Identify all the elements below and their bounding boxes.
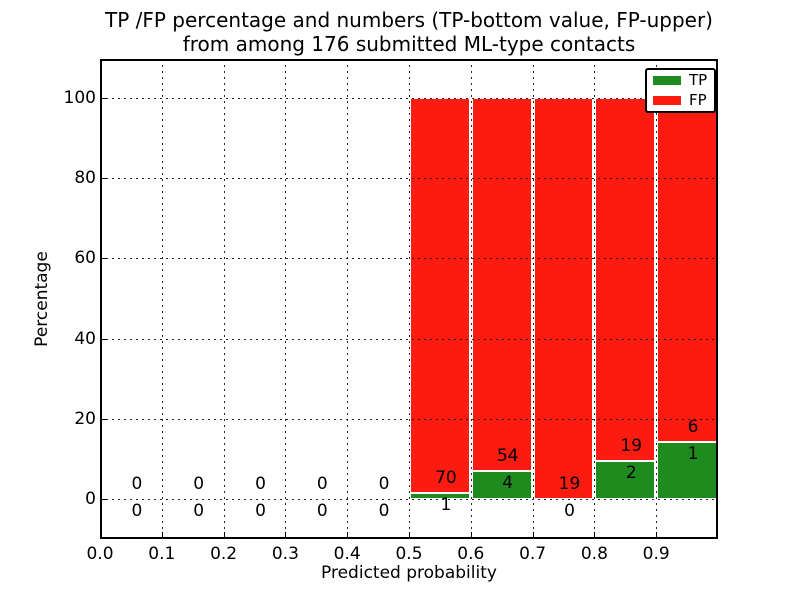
y-tick-mark	[102, 258, 107, 260]
y-tick-mark	[102, 98, 107, 99]
v-gridline	[532, 59, 534, 539]
v-gridline	[285, 59, 287, 539]
y-tick-label: 40	[74, 328, 96, 349]
fp-count-label: 0	[378, 474, 390, 494]
fp-bar-segment	[471, 98, 532, 472]
legend-entry-fp: FP	[653, 93, 708, 108]
tp-count-label: 0	[378, 501, 390, 521]
x-tick-label: 0.5	[395, 544, 423, 564]
tp-bar-segment	[410, 493, 470, 499]
x-tick-mark	[594, 532, 596, 537]
v-gridline	[347, 59, 349, 539]
v-gridline	[223, 59, 225, 539]
x-tick-mark	[409, 532, 410, 537]
tp-bar-segment	[595, 460, 656, 499]
fp-count-label: 70	[435, 468, 457, 489]
x-tick-mark	[656, 532, 658, 537]
y-tick-label: 0	[85, 489, 96, 509]
y-tick-mark	[102, 178, 107, 180]
legend: TP FP	[645, 68, 716, 113]
x-tick-label: 0.3	[271, 544, 299, 564]
v-gridline	[470, 59, 472, 539]
v-gridline	[161, 59, 163, 539]
x-tick-label: 0.9	[642, 544, 670, 564]
tp-count-label: 0	[193, 501, 205, 521]
v-gridline	[656, 59, 658, 539]
fp-bar-segment	[533, 98, 594, 499]
tp-swatch-icon	[653, 76, 681, 85]
tp-count-label: 4	[502, 473, 514, 494]
x-tick-mark	[532, 532, 534, 537]
legend-label-tp: TP	[689, 71, 708, 89]
fp-bar-segment	[410, 98, 470, 494]
fp-count-label: 0	[131, 474, 143, 494]
y-axis-label: Percentage	[32, 251, 52, 347]
legend-label-fp: FP	[689, 91, 707, 109]
fp-count-label: 6	[687, 416, 699, 437]
y-tick-label: 80	[74, 168, 96, 189]
x-tick-label: 0.2	[210, 544, 238, 564]
x-tick-label: 0.0	[86, 544, 114, 564]
chart-title: TP /FP percentage and numbers (TP-bottom…	[105, 8, 713, 32]
x-tick-label: 0.1	[148, 544, 176, 564]
tp-bar-segment	[471, 471, 532, 499]
fp-bar-segment	[657, 98, 717, 442]
x-tick-label: 0.7	[519, 544, 547, 564]
y-tick-label: 60	[74, 248, 96, 269]
legend-entry-tp: TP	[653, 73, 708, 88]
fp-count-label: 0	[193, 474, 205, 494]
y-tick-label: 100	[63, 88, 96, 108]
x-tick-mark	[347, 532, 349, 537]
y-tick-mark	[102, 499, 107, 500]
tp-bar-segment	[657, 441, 717, 499]
fp-swatch-icon	[653, 96, 681, 105]
y-tick-mark	[102, 418, 107, 420]
fp-count-label: 0	[255, 474, 266, 494]
v-gridline	[409, 59, 410, 539]
x-tick-mark	[161, 532, 163, 537]
tp-count-label: 0	[131, 501, 143, 521]
tp-count-label: 0	[564, 501, 575, 521]
x-tick-mark	[285, 532, 287, 537]
fp-count-label: 54	[496, 446, 519, 467]
fp-count-label: 19	[620, 435, 643, 456]
fp-count-label: 0	[316, 474, 328, 494]
tp-count-label: 1	[687, 443, 699, 464]
tp-count-label: 1	[440, 495, 452, 516]
y-tick-mark	[102, 338, 107, 340]
y-tick-label: 20	[74, 408, 96, 429]
x-tick-mark	[470, 532, 472, 537]
chart-subtitle: from among 176 submitted ML-type contact…	[182, 32, 636, 56]
x-tick-label: 0.4	[333, 544, 361, 564]
x-tick-label: 0.6	[457, 544, 485, 564]
fp-count-label: 19	[558, 474, 581, 494]
tp-count-label: 0	[255, 501, 266, 521]
tp-count-label: 0	[316, 501, 328, 521]
fp-bar-segment	[595, 98, 656, 461]
x-axis-label: Predicted probability	[321, 563, 497, 583]
x-tick-mark	[100, 532, 101, 537]
x-tick-mark	[223, 532, 225, 537]
x-tick-label: 0.8	[580, 544, 608, 564]
tp-count-label: 2	[625, 462, 637, 483]
v-gridline	[594, 59, 596, 539]
